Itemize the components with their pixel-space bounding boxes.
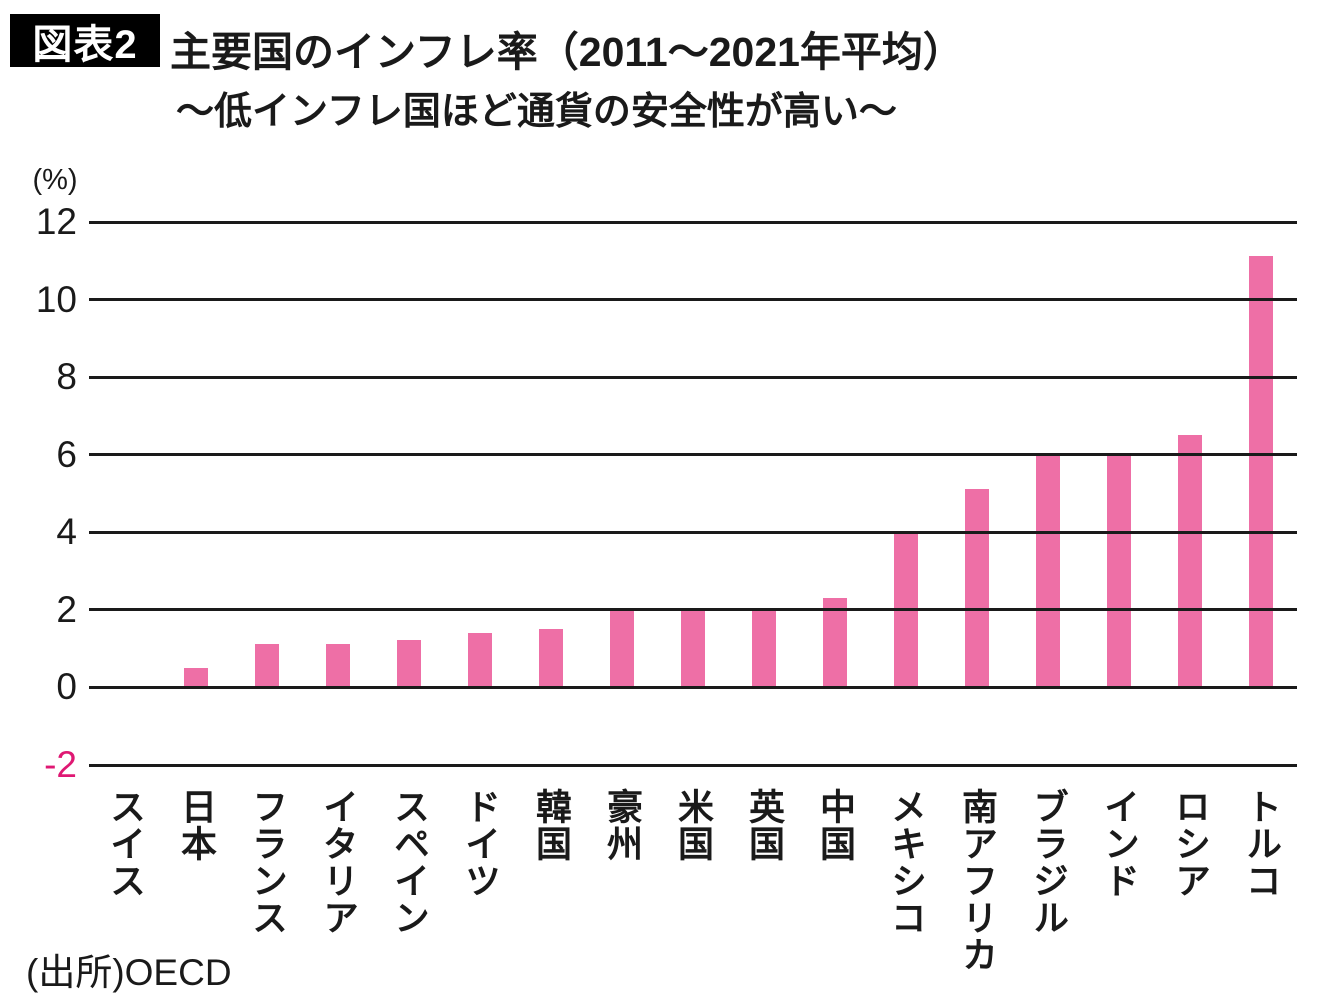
gridline-6 bbox=[89, 453, 1297, 456]
chart-subtitle: 〜低インフレ国ほど通貨の安全性が高い〜 bbox=[176, 91, 897, 133]
x-axis-label-米国: 米国 bbox=[673, 788, 714, 862]
bar-南アフリカ bbox=[965, 489, 989, 689]
x-axis-label-イタリア: イタリア bbox=[318, 788, 359, 936]
gridline-2 bbox=[89, 608, 1297, 611]
y-tick-label-4: 4 bbox=[56, 511, 77, 552]
figure-number-badge: 図表2 bbox=[10, 14, 160, 67]
source-label: (出所)OECD bbox=[26, 952, 232, 993]
x-axis-label-韓国: 韓国 bbox=[531, 788, 572, 862]
x-axis-label-中国: 中国 bbox=[815, 788, 856, 862]
gridline-0 bbox=[89, 686, 1297, 689]
y-tick-label-10: 10 bbox=[35, 279, 77, 320]
x-axis-label-南アフリカ: 南アフリカ bbox=[957, 788, 998, 973]
x-axis-label-スペイン: スペイン bbox=[389, 788, 430, 936]
chart-title: 主要国のインフレ率（2011〜2021年平均） bbox=[170, 29, 964, 75]
y-tick-label-0: 0 bbox=[56, 666, 77, 707]
y-axis-unit-label: (%) bbox=[32, 164, 78, 196]
bar-豪州 bbox=[610, 609, 634, 689]
y-tick-label-12: 12 bbox=[35, 201, 77, 242]
x-axis-label-フランス: フランス bbox=[247, 788, 288, 936]
x-axis-label-スイス: スイス bbox=[105, 788, 146, 899]
gridline-10 bbox=[89, 298, 1297, 301]
x-axis-label-ドイツ: ドイツ bbox=[460, 788, 501, 899]
bar-スペイン bbox=[397, 640, 421, 689]
chart-plot: 12 10 8 6 4 2 0 -2 スイス 日本 フランス イタリア スペイン ドイツ 韓国 豪州 米国 英国中… bbox=[36, 201, 1297, 973]
gridline--2 bbox=[89, 764, 1297, 767]
bar-イタリア bbox=[326, 644, 350, 689]
x-axis-label-日本: 日本 bbox=[176, 788, 217, 862]
y-tick-label-2: 2 bbox=[56, 589, 77, 630]
bar-英国 bbox=[752, 609, 776, 689]
bar-ブラジル bbox=[1036, 454, 1060, 689]
x-axis-label-ブラジル: ブラジル bbox=[1028, 788, 1069, 936]
bar-ロシア bbox=[1178, 435, 1202, 689]
x-axis-label-英国: 英国 bbox=[744, 788, 785, 862]
x-axis-label-トルコ: トルコ bbox=[1241, 788, 1282, 899]
bar-フランス bbox=[255, 644, 279, 689]
gridline-8 bbox=[89, 376, 1297, 379]
x-axis-label-豪州: 豪州 bbox=[602, 788, 643, 862]
bar-インド bbox=[1107, 454, 1131, 689]
bar-ドイツ bbox=[468, 633, 492, 689]
gridline-12 bbox=[89, 221, 1297, 224]
gridline-4 bbox=[89, 531, 1297, 534]
y-tick-label-6: 6 bbox=[56, 434, 77, 475]
x-axis-label-メキシコ: メキシコ bbox=[886, 788, 927, 936]
y-tick-label--2: -2 bbox=[44, 744, 77, 785]
bar-米国 bbox=[681, 609, 705, 689]
bar-トルコ bbox=[1249, 256, 1273, 689]
x-axis-label-インド: インド bbox=[1099, 788, 1140, 899]
bar-韓国 bbox=[539, 629, 563, 689]
bar-中国 bbox=[823, 598, 847, 689]
y-tick-label-8: 8 bbox=[56, 356, 77, 397]
x-axis-label-ロシア: ロシア bbox=[1170, 788, 1211, 899]
bar-日本 bbox=[184, 668, 208, 689]
